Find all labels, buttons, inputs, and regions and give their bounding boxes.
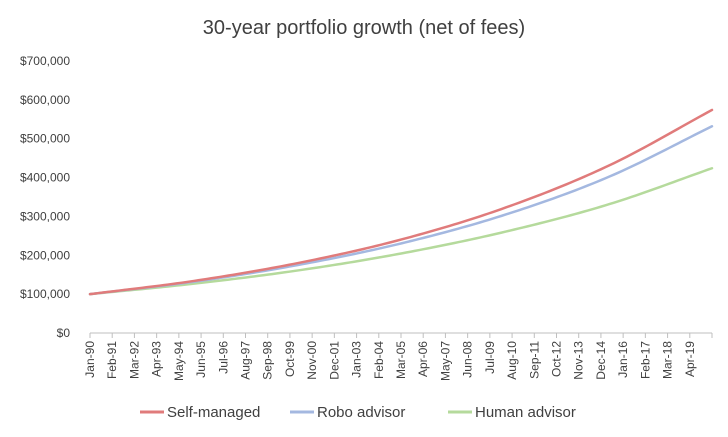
y-tick-label: $0 (57, 326, 71, 340)
y-tick-label: $300,000 (20, 209, 70, 223)
series-line-human-advisor (88, 167, 714, 296)
series-line-self-managed (88, 108, 714, 296)
x-tick-label: Feb-17 (638, 341, 652, 379)
x-tick-label: Apr-19 (683, 341, 697, 377)
x-tick-label: Apr-06 (416, 341, 430, 377)
y-tick-label: $500,000 (20, 132, 70, 146)
x-tick-label: May-94 (172, 341, 186, 381)
plot-area (88, 108, 714, 296)
x-tick-label: Jun-95 (194, 341, 208, 378)
x-tick-label: Jan-90 (83, 341, 97, 378)
series-line-robo-advisor (88, 125, 714, 296)
y-axis: $0 $100,000 $200,000 $300,000 $400,000 $500,0… (20, 54, 70, 340)
x-tick-label: Mar-92 (127, 341, 141, 379)
legend-label-robo-advisor: Robo advisor (317, 404, 405, 421)
x-tick-label: Feb-91 (105, 341, 119, 379)
x-tick-label: Nov-00 (305, 341, 319, 380)
x-tick-label: Jul-96 (216, 341, 230, 374)
x-tick-label: Aug-10 (505, 341, 519, 380)
x-tick-label: Sep-11 (527, 341, 541, 379)
x-tick-label: Mar-18 (661, 341, 675, 379)
x-tick-label: Jun-08 (461, 341, 475, 378)
x-tick-label: Oct-12 (550, 341, 564, 377)
x-tick-label: Feb-04 (372, 341, 386, 379)
x-tick-label: Oct-99 (283, 341, 297, 377)
chart-title: 30-year portfolio growth (net of fees) (203, 17, 525, 39)
x-tick-label: Jul-09 (483, 341, 497, 374)
x-tick-label: Jan-03 (350, 341, 364, 378)
y-tick-label: $200,000 (20, 248, 70, 262)
x-tick-label: Apr-93 (150, 341, 164, 377)
y-tick-label: $100,000 (20, 287, 70, 301)
x-tick-label: Jan-16 (616, 341, 630, 378)
x-tick-label: May-07 (438, 341, 452, 381)
x-tick-label: Nov-13 (572, 341, 586, 380)
y-tick-label: $400,000 (20, 171, 70, 185)
y-tick-label: $600,000 (20, 93, 70, 107)
legend-label-self-managed: Self-managed (167, 404, 260, 421)
x-tick-label: Dec-01 (327, 341, 341, 380)
x-tick-label: Mar-05 (394, 341, 408, 379)
legend-label-human-advisor: Human advisor (475, 404, 576, 421)
x-tick-label: Sep-98 (261, 341, 275, 380)
x-axis: Jan-90 Feb-91 Mar-92 Apr-93 May-94 Jun-95 Jul-… (83, 332, 713, 381)
y-tick-label: $700,000 (20, 54, 70, 68)
x-tick-label: Aug-97 (239, 341, 253, 380)
x-tick-label: Dec-14 (594, 341, 608, 380)
legend: Self-managed Robo advisor Human advisor (140, 404, 576, 421)
